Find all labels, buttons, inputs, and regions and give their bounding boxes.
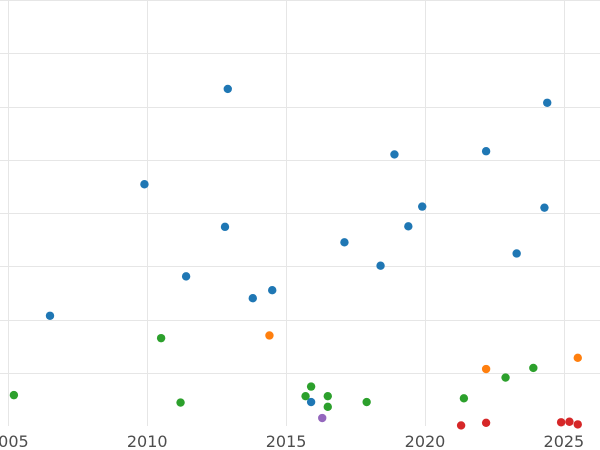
grid-layer	[0, 0, 600, 426]
data-point	[9, 390, 19, 400]
data-point	[390, 150, 399, 159]
data-point	[501, 373, 510, 382]
data-point	[404, 222, 413, 231]
data-point	[268, 286, 277, 295]
data-point	[223, 84, 232, 94]
data-point	[565, 417, 574, 426]
data-point	[323, 402, 332, 412]
data-point	[540, 203, 549, 212]
data-point	[529, 363, 538, 373]
x-axis-ticks: 2005 2010 2015 2020 2025	[0, 432, 584, 450]
data-point	[318, 413, 327, 423]
data-point	[306, 382, 316, 391]
data-point	[362, 397, 371, 407]
data-point	[543, 98, 552, 107]
data-point	[176, 398, 185, 407]
x-tick-label: 2015	[266, 432, 307, 450]
x-tick-label: 2025	[544, 432, 585, 450]
data-point	[481, 364, 491, 374]
data-point	[459, 394, 469, 403]
data-point	[323, 391, 332, 401]
data-point	[45, 311, 55, 320]
data-point	[340, 238, 349, 247]
data-point	[376, 261, 385, 270]
data-point	[573, 353, 582, 363]
x-tick-label: 2005	[0, 432, 29, 450]
data-point	[220, 222, 230, 232]
data-point	[556, 418, 566, 427]
data-point	[306, 397, 316, 407]
data-point	[156, 333, 166, 343]
data-point	[140, 180, 149, 189]
data-point	[248, 294, 257, 303]
data-point	[418, 202, 427, 211]
data-point	[301, 391, 310, 401]
data-point	[481, 418, 491, 428]
data-point	[481, 147, 491, 156]
x-tick-label: 2010	[127, 432, 168, 450]
data-point	[456, 421, 466, 430]
data-point	[573, 420, 582, 429]
points-layer	[9, 84, 582, 430]
data-point	[265, 331, 274, 340]
x-tick-label: 2020	[405, 432, 446, 450]
data-point	[181, 272, 191, 281]
data-point	[512, 249, 521, 258]
